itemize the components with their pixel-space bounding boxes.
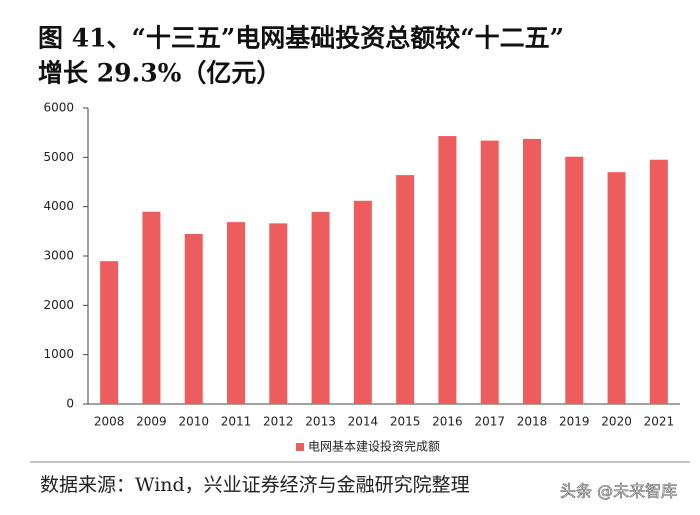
bar xyxy=(396,175,415,404)
bar xyxy=(184,233,203,404)
x-tick-label: 2017 xyxy=(474,415,505,429)
bar xyxy=(227,222,245,404)
x-tick-label: 2008 xyxy=(94,415,125,429)
bar xyxy=(523,138,541,404)
x-tick-label: 2018 xyxy=(517,415,548,429)
bar xyxy=(607,172,626,404)
watermark: 头条 @未来智库 xyxy=(560,482,677,501)
x-tick-label: 2021 xyxy=(644,415,675,429)
y-tick-label: 2000 xyxy=(43,298,74,312)
x-tick-label: 2010 xyxy=(178,415,209,429)
chart-title: 图 41、“十三五”电网基础投资总额较“十二五” xyxy=(38,24,564,53)
y-tick-label: 0 xyxy=(66,397,74,411)
y-tick-label: 5000 xyxy=(43,150,74,164)
legend-swatch xyxy=(296,443,304,451)
bar xyxy=(311,211,330,404)
bar xyxy=(269,223,288,404)
bar xyxy=(438,136,457,404)
source: 数据来源：Wind，兴业证券经济与金融研究院整理 xyxy=(40,474,470,496)
bar xyxy=(142,211,161,404)
bar xyxy=(565,156,584,404)
x-tick-label: 2009 xyxy=(136,415,167,429)
y-tick-label: 6000 xyxy=(43,101,74,115)
bar xyxy=(480,140,499,405)
bar xyxy=(649,159,668,404)
bar xyxy=(353,200,372,404)
x-tick-label: 2019 xyxy=(559,415,590,429)
chart-title: 增长 29.3%（亿元） xyxy=(38,59,281,88)
x-tick-label: 2014 xyxy=(348,415,379,429)
x-tick-label: 2012 xyxy=(263,415,294,429)
x-tick-label: 2020 xyxy=(601,415,632,429)
x-tick-label: 2011 xyxy=(221,415,252,429)
y-tick-label: 4000 xyxy=(43,199,74,213)
y-tick-label: 1000 xyxy=(43,347,74,361)
x-tick-label: 2013 xyxy=(305,415,336,429)
y-tick-label: 3000 xyxy=(43,249,74,263)
bar xyxy=(100,261,119,404)
legend-label: 电网基本建设投资完成额 xyxy=(308,439,440,454)
x-tick-label: 2015 xyxy=(390,415,421,429)
x-tick-label: 2016 xyxy=(432,415,463,429)
